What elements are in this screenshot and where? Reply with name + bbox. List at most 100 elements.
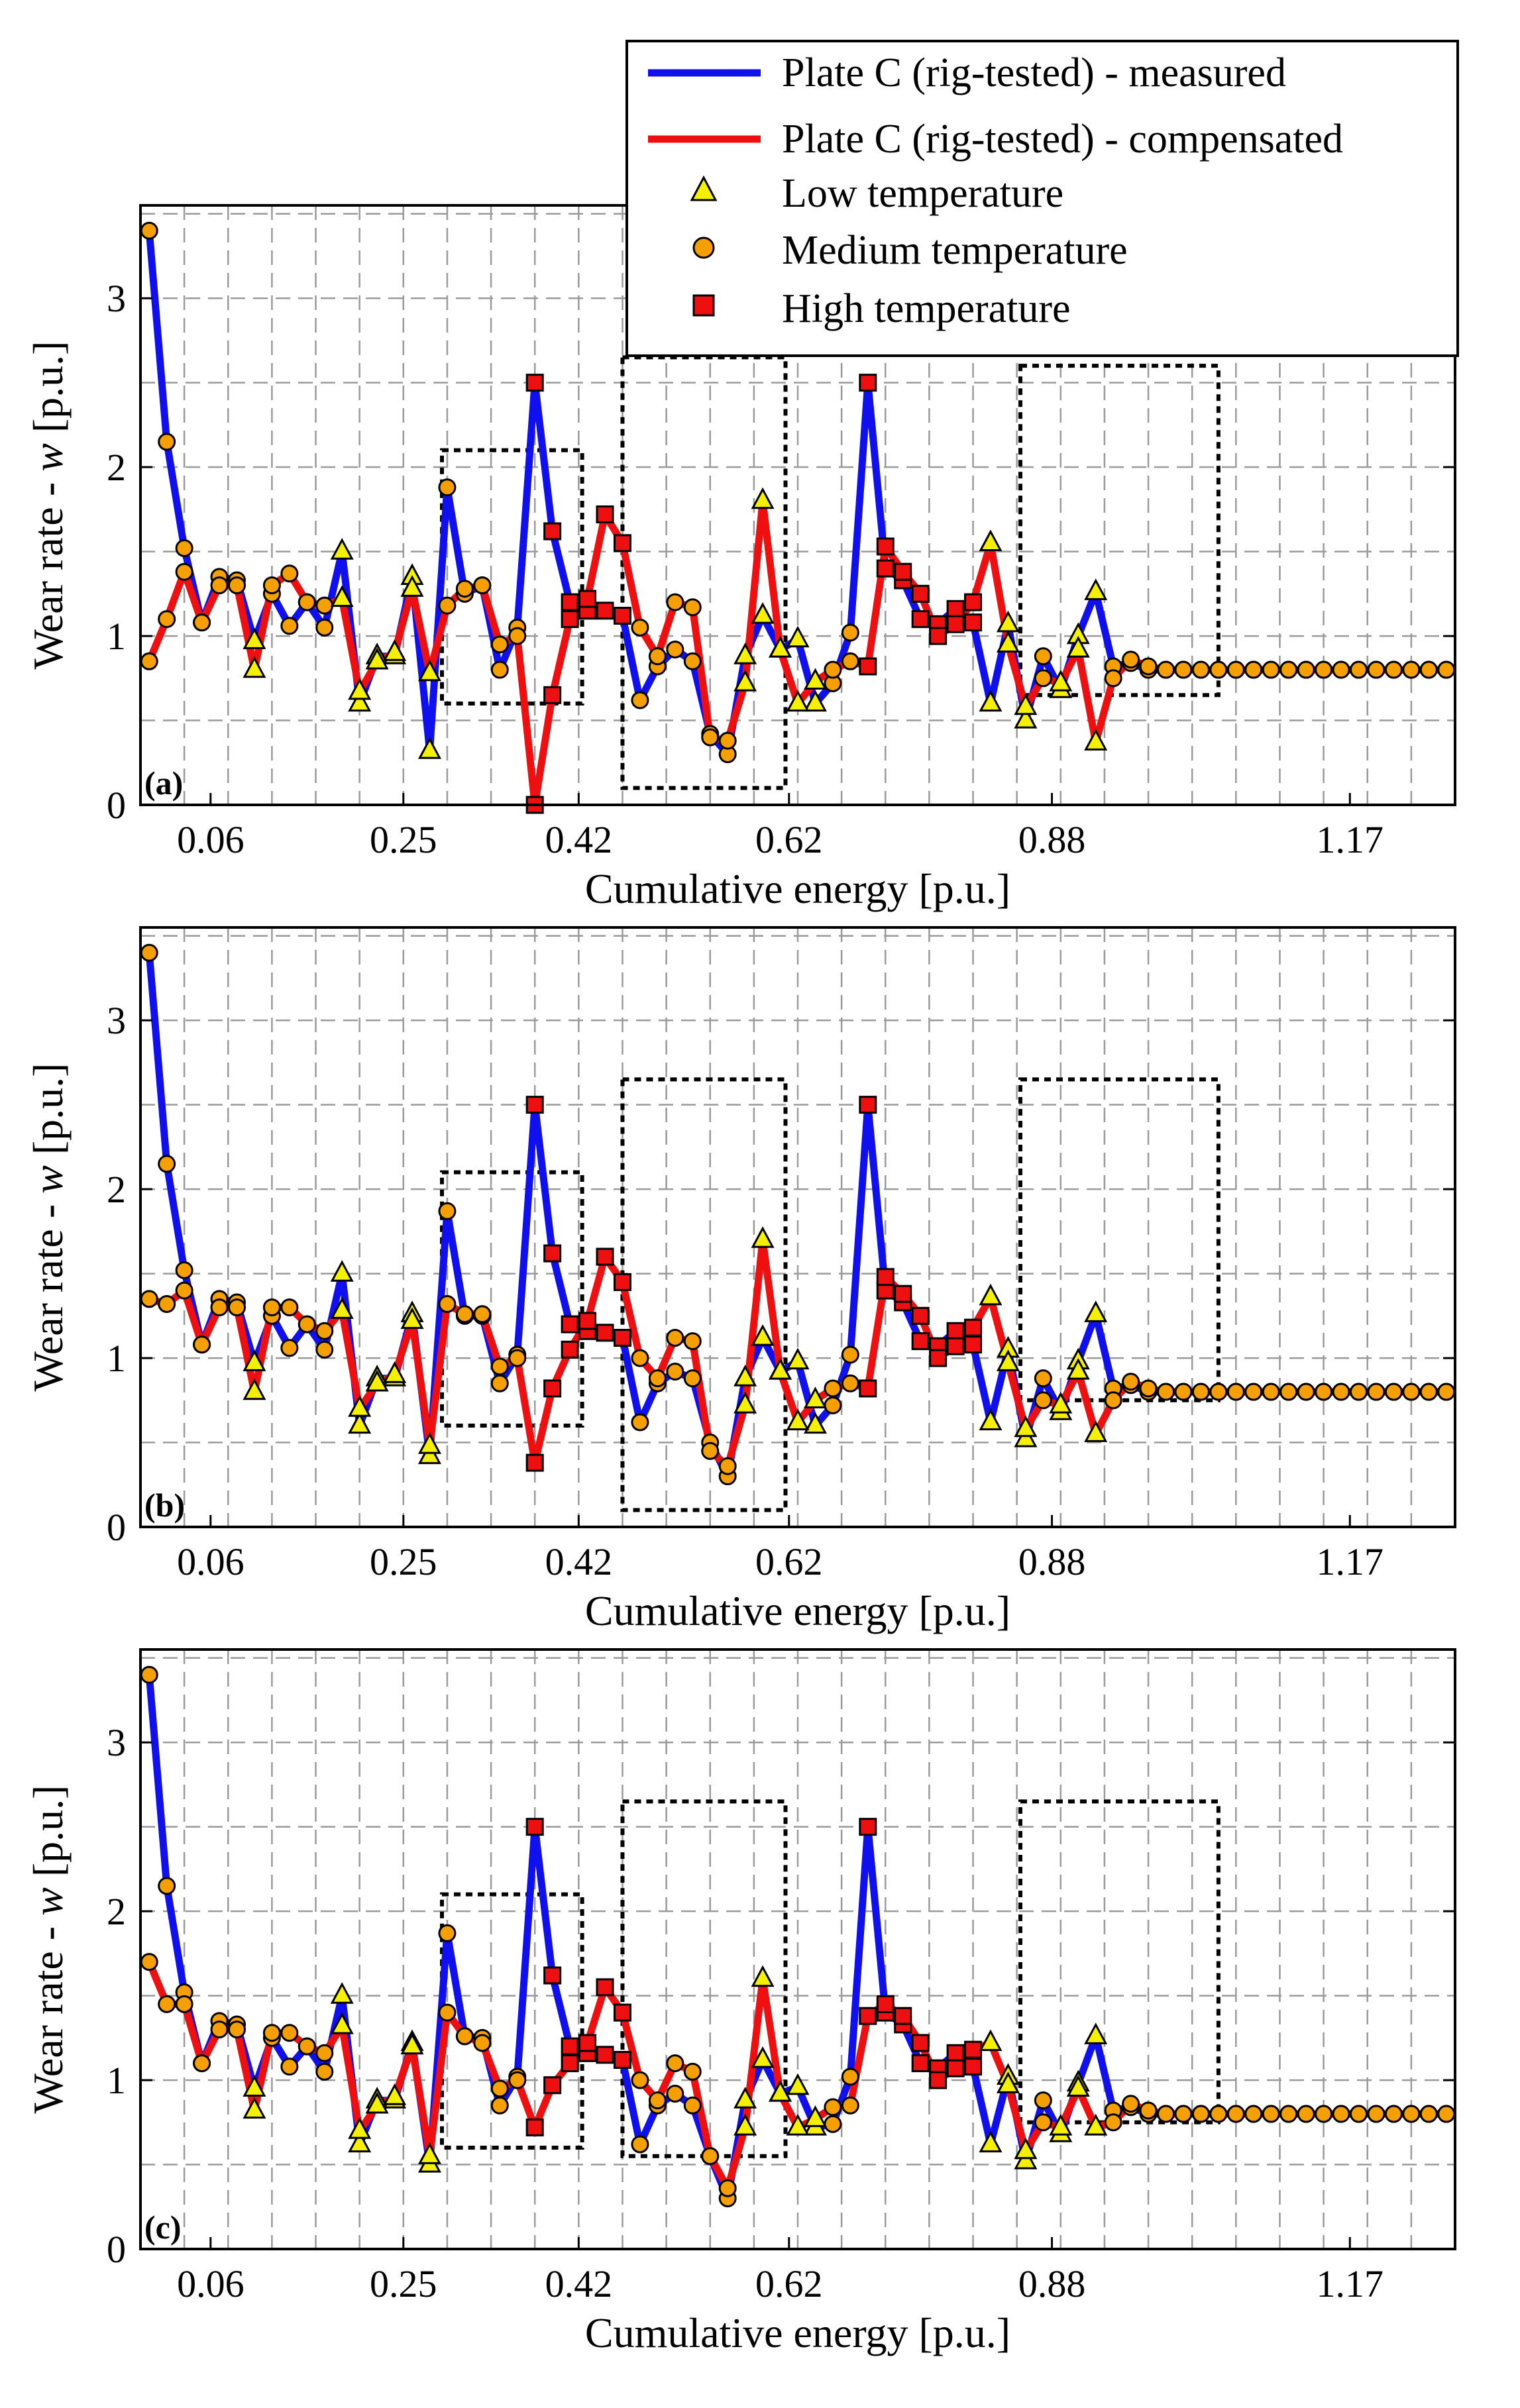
y-tick-label: 3 — [107, 999, 126, 1042]
y-axis-label: Wear rate - w [p.u.] — [25, 1063, 72, 1392]
data-point — [596, 1324, 614, 1342]
legend-entry: Plate C (rig-tested) - measured — [648, 50, 1286, 95]
data-point — [946, 2044, 965, 2062]
data-point — [769, 2079, 792, 2102]
data-point — [596, 602, 614, 620]
data-point — [543, 1966, 562, 1985]
data-point — [648, 1369, 667, 1388]
data-point — [1034, 2113, 1052, 2132]
data-point — [911, 584, 930, 603]
data-point — [508, 1349, 527, 1367]
markers-compensated — [140, 1953, 1456, 2197]
data-point — [859, 2007, 877, 2025]
data-point — [280, 2024, 299, 2042]
data-point — [911, 1306, 930, 1325]
legend-label: Plate C (rig-tested) - compensated — [782, 117, 1343, 162]
data-point — [894, 2007, 912, 2025]
y-tick-label: 1 — [107, 1337, 126, 1380]
data-point — [438, 1924, 457, 1942]
data-point — [648, 2091, 667, 2110]
data-point — [824, 1379, 842, 1398]
data-point — [348, 2130, 372, 2153]
data-point — [1367, 660, 1385, 679]
data-point — [979, 1408, 1003, 1431]
x-axis-label: Cumulative energy [p.u.] — [585, 1587, 1010, 1634]
data-point — [1084, 2022, 1108, 2044]
data-point — [1034, 647, 1052, 666]
data-point — [929, 627, 948, 645]
data-point — [348, 1395, 372, 1417]
chart-panel-b: 0 1 2 3 0.06 0.25 0.42 0.62 0.88 1.17 (b) Cumulativ… — [25, 926, 1456, 1634]
data-point — [438, 596, 457, 615]
x-tick-label: 1.17 — [1317, 1540, 1384, 1583]
data-point — [1332, 1383, 1350, 1401]
data-point — [525, 1096, 544, 1114]
data-point — [578, 1312, 597, 1330]
data-point — [911, 2054, 930, 2073]
data-point — [1122, 2095, 1140, 2113]
data-point — [193, 1335, 211, 1354]
data-point — [1104, 669, 1122, 688]
y-axis-label: Wear rate - w [p.u.] — [25, 1785, 72, 2114]
data-point — [243, 656, 266, 678]
data-point — [859, 374, 877, 392]
data-point — [1437, 1383, 1456, 1401]
data-point — [330, 1297, 354, 1319]
data-point — [158, 1294, 176, 1313]
data-point — [1209, 1383, 1228, 1401]
data-point — [911, 2034, 930, 2052]
data-point — [508, 2071, 527, 2089]
data-point — [175, 1995, 193, 2013]
data-point — [929, 1349, 948, 1367]
data-point — [243, 627, 266, 649]
x-tick-label: 0.62 — [755, 2262, 823, 2305]
data-point — [140, 943, 158, 962]
y-tick-label: 3 — [107, 277, 126, 320]
x-axis-label: Cumulative energy [p.u.] — [585, 865, 1010, 912]
data-point — [596, 2046, 614, 2064]
data-point — [751, 1965, 775, 1987]
data-point — [701, 1441, 720, 1460]
legend-circle-swatch — [692, 236, 715, 259]
data-point — [383, 639, 407, 661]
data-point — [1191, 1383, 1210, 1401]
y-tick-label: 2 — [107, 1890, 126, 1933]
data-point — [859, 1818, 877, 1836]
data-point — [473, 1305, 492, 1324]
data-point — [733, 2087, 757, 2109]
data-point — [596, 1978, 614, 1997]
data-point — [946, 600, 965, 618]
data-point — [578, 2034, 597, 2052]
data-point — [1437, 660, 1456, 679]
data-point — [1139, 2101, 1158, 2120]
legend-label: Medium temperature — [782, 228, 1128, 273]
chart-panel-c: 0 1 2 3 0.06 0.25 0.42 0.62 0.88 1.17 (c) Cumulativ… — [25, 1648, 1456, 2356]
data-point — [996, 2071, 1020, 2093]
data-point — [946, 1322, 965, 1340]
data-point — [1226, 660, 1245, 679]
data-point — [1209, 2105, 1228, 2123]
data-point — [525, 1453, 544, 1472]
data-point — [1034, 1391, 1052, 1410]
legend-box — [625, 40, 1459, 357]
data-point — [701, 728, 720, 747]
data-point — [666, 640, 684, 658]
data-point — [490, 2096, 509, 2115]
data-point — [683, 1369, 702, 1388]
legend-label: Low temperature — [782, 171, 1063, 216]
data-point — [894, 562, 912, 581]
x-tick-label: 0.42 — [545, 818, 613, 861]
data-point — [262, 1298, 281, 1317]
grid — [140, 927, 1455, 1527]
data-point — [786, 625, 810, 648]
x-tick-label: 0.88 — [1018, 2262, 1086, 2305]
data-point — [1014, 706, 1038, 729]
data-point — [330, 538, 354, 560]
data-point — [733, 1391, 757, 1414]
data-point — [751, 1226, 775, 1248]
data-point — [508, 627, 527, 645]
data-point — [1315, 660, 1333, 679]
data-point — [455, 580, 474, 598]
data-point — [158, 1155, 176, 1173]
data-point — [1419, 660, 1438, 679]
